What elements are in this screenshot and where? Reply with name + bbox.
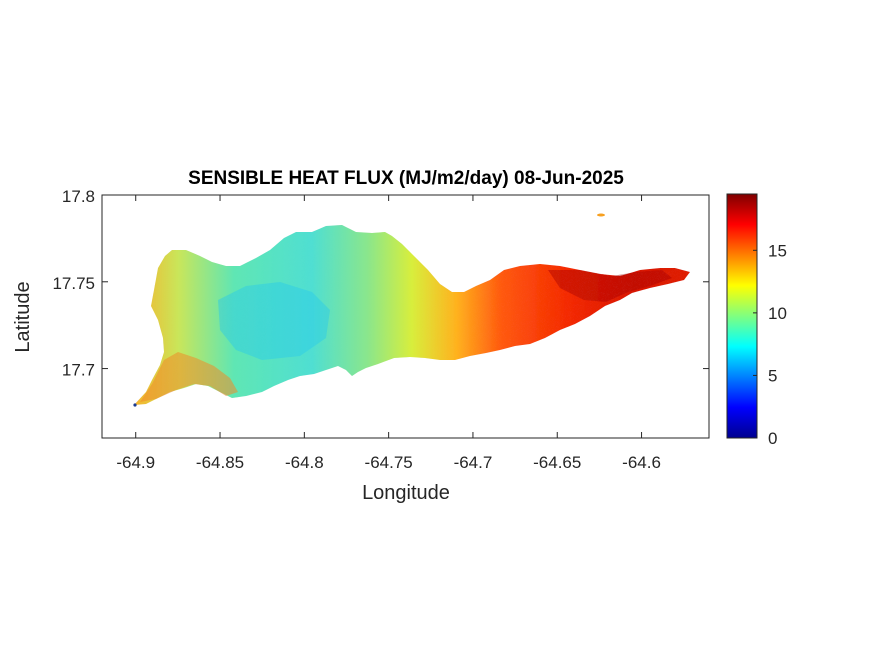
x-tick-label: -64.6	[622, 453, 661, 472]
y-axis-label: Latitude	[12, 281, 34, 352]
colorbar-ticks: 0 5 10 15	[753, 241, 787, 448]
island-east-hotspot	[548, 270, 672, 302]
y-tick-label: 17.8	[62, 187, 95, 206]
y-axis-ticks: 17.7 17.75 17.8	[52, 187, 709, 380]
colorbar-tick-label: 10	[768, 304, 787, 323]
heat-flux-field	[134, 225, 690, 405]
x-tick-label: -64.8	[285, 453, 324, 472]
colorbar-tick-label: 5	[768, 366, 777, 385]
x-tick-label: -64.65	[533, 453, 581, 472]
y-tick-label: 17.7	[62, 361, 95, 380]
chart-title: SENSIBLE HEAT FLUX (MJ/m2/day) 08-Jun-20…	[188, 168, 624, 189]
x-axis-ticks: -64.9 -64.85 -64.8 -64.75 -64.7 -64.65 -64.6	[116, 195, 661, 472]
colorbar-tick-label: 0	[768, 429, 777, 448]
island-west-hotspot	[140, 352, 238, 402]
x-tick-label: -64.9	[116, 453, 155, 472]
islet	[597, 213, 605, 217]
colorbar: 0 5 10 15	[726, 193, 787, 448]
colorbar-tick-label: 15	[768, 241, 787, 260]
x-axis-label: Longitude	[362, 482, 450, 504]
island-central-coolspot	[218, 282, 330, 360]
x-tick-label: -64.85	[196, 453, 244, 472]
y-tick-label: 17.75	[52, 274, 95, 293]
colorbar-gradient	[726, 193, 758, 439]
x-tick-label: -64.7	[454, 453, 493, 472]
west-tip-point	[133, 403, 137, 407]
plot-area: -64.9 -64.85 -64.8 -64.75 -64.7 -64.65 -64.6 1…	[52, 187, 710, 472]
x-tick-label: -64.75	[365, 453, 413, 472]
